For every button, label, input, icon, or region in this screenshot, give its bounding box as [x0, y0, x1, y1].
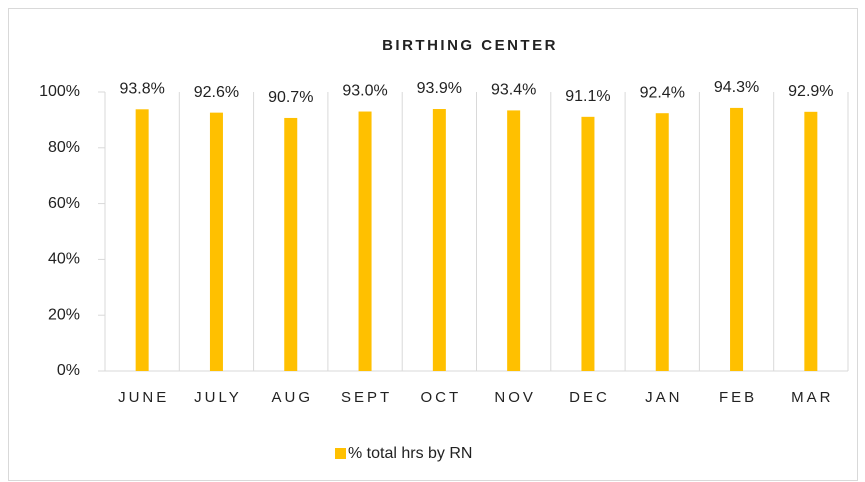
y-tick-label: 80%: [48, 139, 80, 156]
x-tick-label: JAN: [645, 389, 682, 406]
x-tick-label: OCT: [421, 389, 462, 406]
y-tick-label: 60%: [48, 195, 80, 212]
x-tick-label: DEC: [569, 389, 610, 406]
x-tick-label: NOV: [494, 389, 536, 406]
x-tick-label: MAR: [791, 389, 833, 406]
legend-swatch: [335, 448, 346, 459]
y-tick-label: 40%: [48, 251, 80, 268]
y-tick-label: 100%: [39, 83, 80, 100]
bar: [284, 117, 298, 372]
legend-label: % total hrs by RN: [348, 445, 472, 462]
data-label: 94.3%: [714, 79, 759, 96]
x-tick-label: SEPT: [341, 389, 392, 406]
x-tick-label: FEB: [719, 389, 757, 406]
bar: [135, 109, 149, 371]
data-label: 92.6%: [194, 84, 239, 101]
y-tick-label: 20%: [48, 306, 80, 323]
bar: [804, 111, 818, 372]
bar: [432, 109, 446, 372]
x-tick-label: AUG: [271, 389, 313, 406]
data-label: 93.4%: [491, 82, 536, 99]
data-label: 93.9%: [417, 80, 462, 97]
bar: [581, 116, 595, 372]
data-label: 93.0%: [342, 83, 387, 100]
chart-title: BIRTHING CENTER: [382, 37, 558, 54]
data-label: 92.9%: [788, 83, 833, 100]
bar: [730, 107, 744, 371]
bar: [358, 111, 372, 371]
bar: [655, 113, 669, 371]
data-label: 92.4%: [640, 84, 685, 101]
data-label: 90.7%: [268, 89, 313, 106]
data-label: 93.8%: [119, 81, 164, 98]
x-tick-label: JUNE: [118, 389, 169, 406]
x-tick-label: JULY: [194, 389, 242, 406]
data-label: 91.1%: [565, 88, 610, 105]
bar: [507, 110, 521, 371]
y-tick-label: 0%: [57, 362, 80, 379]
bar: [209, 112, 223, 372]
